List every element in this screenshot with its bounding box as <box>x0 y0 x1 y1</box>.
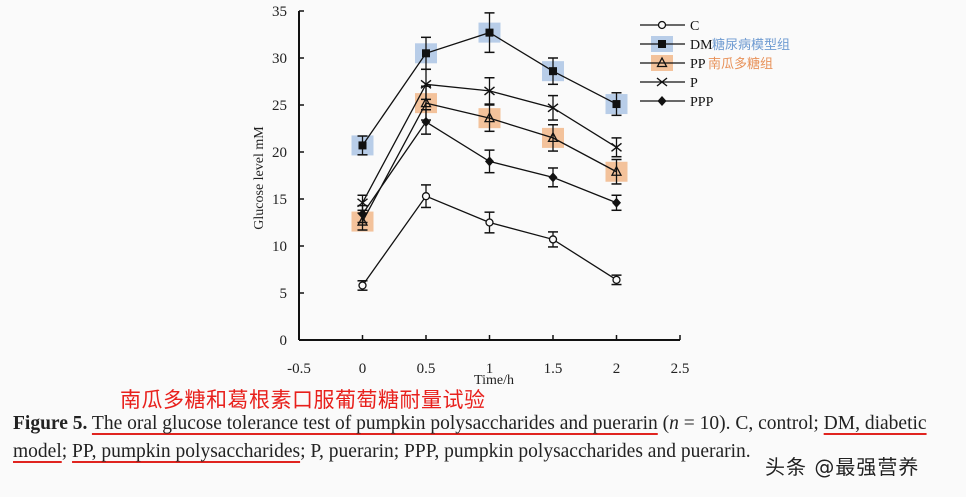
chinese-figure-title: 南瓜多糖和葛根素口服葡萄糖耐量试验 <box>120 388 486 412</box>
figure-caption: Figure 5. The oral glucose tolerance tes… <box>13 410 958 466</box>
series-line <box>361 195 617 286</box>
diamond-marker-icon <box>485 156 494 167</box>
series-dm <box>357 12 622 156</box>
square-marker-icon <box>549 67 557 76</box>
caption-title: The oral glucose tolerance test of pumpk… <box>91 413 658 434</box>
caption-label: Figure 5. <box>13 413 88 434</box>
series-ppp <box>357 108 622 224</box>
diamond-marker-icon <box>612 197 621 208</box>
circle-marker-icon <box>358 281 367 290</box>
x-tick-label: 1 <box>486 361 494 377</box>
y-tick-label: 10 <box>272 239 287 255</box>
caption-text: ; P, puerarin; PPP, pumpkin polysacchari… <box>300 441 751 462</box>
caption-dm-definition: DM, diabetic model <box>13 413 927 462</box>
triangle-marker-icon <box>356 215 369 226</box>
diamond-marker-icon <box>358 209 367 220</box>
y-tick-label: 0 <box>280 333 288 349</box>
x-marker-icon <box>547 103 559 113</box>
chart-axes: 0 5 10 15 20 25 30 35 -0.5 0 0.5 1 1.5 2 2.5 <box>272 4 689 377</box>
square-marker-icon <box>422 49 430 58</box>
x-marker-icon <box>611 142 622 152</box>
circle-marker-icon <box>421 192 431 201</box>
triangle-marker-icon <box>656 56 668 68</box>
x-tick-label: 0 <box>359 361 367 377</box>
diamond-marker-icon <box>421 116 431 127</box>
y-tick-label: 5 <box>280 286 288 302</box>
x-marker-icon <box>656 77 668 87</box>
caption-text: = 10). C, control; <box>678 413 824 434</box>
diamond-marker-icon <box>657 96 667 106</box>
legend-label-ppp: PPP <box>690 95 714 110</box>
circle-marker-icon <box>548 235 558 244</box>
x-marker-icon <box>420 79 432 89</box>
legend-label-pp: PP <box>690 57 706 72</box>
triangle-marker-icon <box>547 131 559 143</box>
square-marker-icon <box>612 100 621 109</box>
legend-annotation-pp: 南瓜多糖组 <box>708 56 773 72</box>
legend-label-p: P <box>690 76 698 91</box>
x-tick-label: 0.5 <box>417 361 436 377</box>
square-marker-icon <box>485 28 494 37</box>
x-axis-title: Time/h <box>474 373 514 388</box>
x-marker-icon <box>484 86 495 96</box>
x-tick-label: -0.5 <box>287 361 311 377</box>
caption-n-symbol: n <box>669 413 679 434</box>
glucose-tolerance-chart: 0 5 10 15 20 25 30 35 -0.5 0 0.5 1 1.5 2 2.5 C DM 糖尿病模型组… <box>252 4 790 388</box>
caption-text: ( <box>657 413 670 434</box>
caption-text: ; <box>61 441 73 462</box>
legend-annotation-dm: 糖尿病模型组 <box>712 37 790 53</box>
legend-label-dm: DM <box>690 38 713 53</box>
series-c <box>357 184 622 291</box>
triangle-marker-icon <box>610 165 623 176</box>
x-tick-label: 2 <box>613 361 621 377</box>
y-axis-title: Glucose level mM <box>252 126 267 230</box>
watermark: 头条 @最强营养 <box>765 455 920 479</box>
diamond-marker-icon <box>548 172 558 183</box>
legend-label-c: C <box>690 19 699 34</box>
circle-marker-icon <box>485 218 494 227</box>
y-tick-label: 15 <box>272 192 287 208</box>
square-marker-icon <box>658 40 666 48</box>
caption-pp-definition: PP, pumpkin polysaccharides <box>72 441 301 462</box>
square-marker-icon <box>358 141 367 150</box>
circle-marker-icon <box>612 275 621 284</box>
chart-series <box>356 12 623 291</box>
x-tick-label: 2.5 <box>671 361 690 377</box>
x-tick-label: 1.5 <box>544 361 563 377</box>
triangle-marker-icon <box>483 111 496 123</box>
y-tick-label: 20 <box>272 145 287 161</box>
y-tick-label: 30 <box>272 51 287 67</box>
y-tick-label: 25 <box>272 98 287 114</box>
circle-marker-icon <box>657 20 667 30</box>
y-tick-label: 35 <box>272 4 287 20</box>
triangle-marker-icon <box>420 96 432 108</box>
